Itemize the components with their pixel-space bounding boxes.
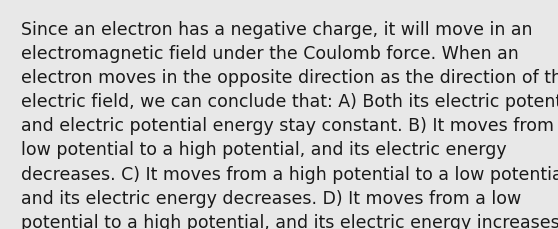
Text: potential to a high potential, and its electric energy increases.: potential to a high potential, and its e…	[21, 213, 558, 229]
Text: low potential to a high potential, and its electric energy: low potential to a high potential, and i…	[21, 141, 507, 159]
Text: and electric potential energy stay constant. B) It moves from a: and electric potential energy stay const…	[21, 117, 558, 135]
Text: and its electric energy decreases. D) It moves from a low: and its electric energy decreases. D) It…	[21, 189, 522, 207]
Text: electric field, we can conclude that: A) Both its electric potential: electric field, we can conclude that: A)…	[21, 93, 558, 111]
Text: decreases. C) It moves from a high potential to a low potential,: decreases. C) It moves from a high poten…	[21, 165, 558, 183]
Text: electromagnetic field under the Coulomb force. When an: electromagnetic field under the Coulomb …	[21, 45, 519, 63]
Text: electron moves in the opposite direction as the direction of the: electron moves in the opposite direction…	[21, 69, 558, 87]
Text: Since an electron has a negative charge, it will move in an: Since an electron has a negative charge,…	[21, 21, 533, 38]
